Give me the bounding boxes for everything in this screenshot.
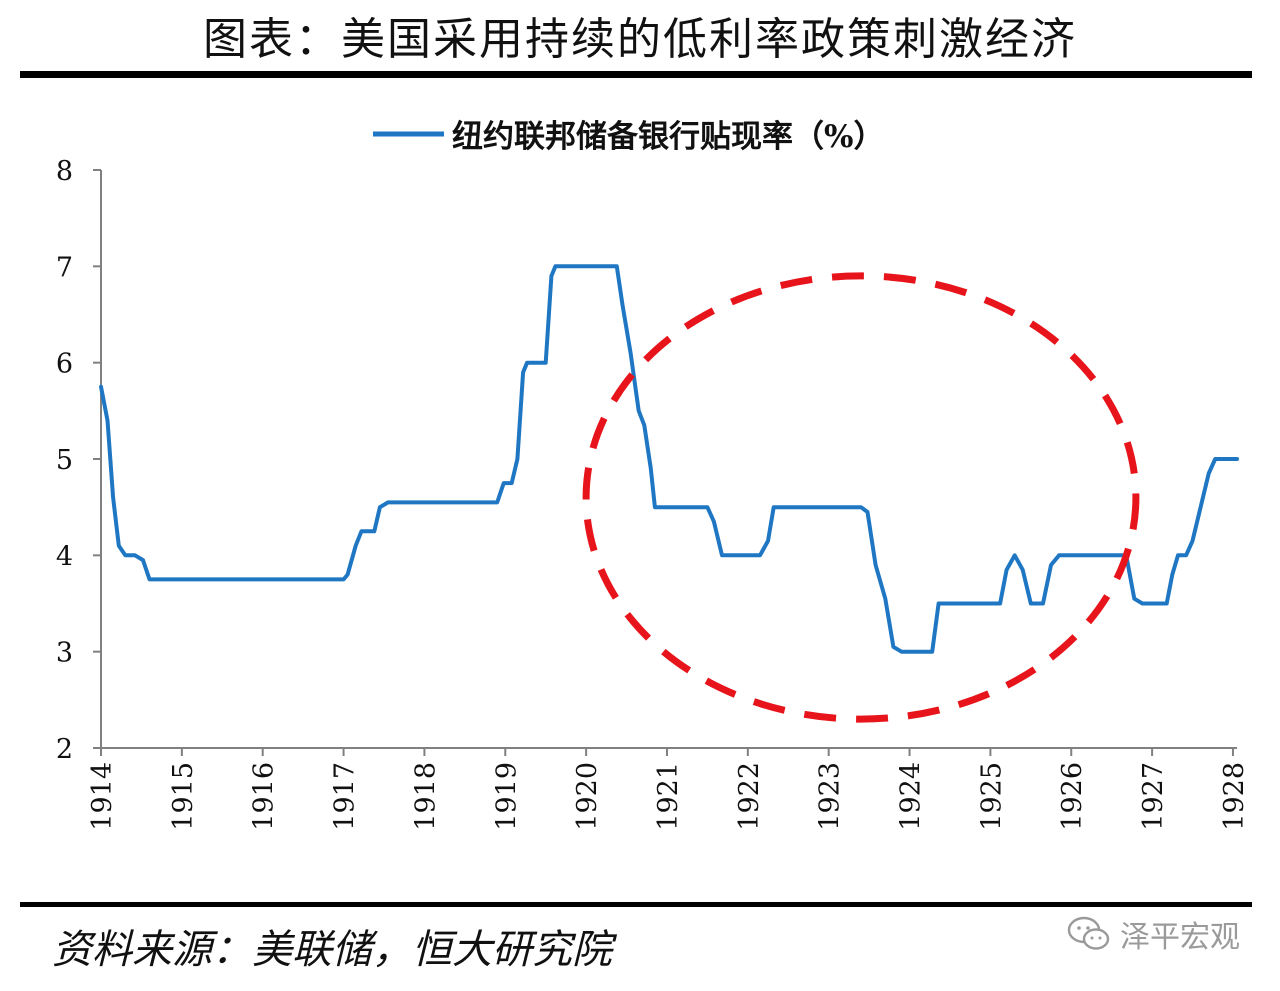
y-tick-label: 3 [56,638,73,669]
x-tick-label: 1925 [976,762,1007,831]
highlight-ellipse [582,272,1140,723]
top-rule [20,71,1252,78]
legend: 纽约联邦储备银行贴现率（%） [373,119,884,155]
watermark: 泽平宏观 [1066,912,1240,956]
x-tick-label: 1927 [1138,762,1169,831]
y-tick-label: 7 [56,252,73,283]
axes [93,169,1237,756]
x-tick-label: 1916 [249,762,280,831]
x-tick-label: 1926 [1057,762,1088,831]
x-tick-label: 1918 [410,762,441,831]
chart: 纽约联邦储备银行贴现率（%） 2 3 4 5 6 7 8 1914 1915 1916 1917 19… [56,119,1250,831]
watermark-label: 泽平宏观 [1120,920,1240,955]
x-tick-label: 1915 [168,762,199,831]
x-tick-label: 1928 [1219,762,1250,831]
tick-labels: 2 3 4 5 6 7 8 1914 1915 1916 1917 1918 1919 1920 1921 1… [56,156,1250,831]
annotation-layer [582,272,1140,723]
x-tick-label: 1920 [572,762,603,831]
y-tick-label: 5 [56,445,73,476]
y-tick-label: 6 [56,349,73,380]
y-tick-label: 2 [56,734,73,765]
legend-label: 纽约联邦储备银行贴现率（%） [452,119,884,155]
wechat-icon [1067,916,1110,950]
series-line [99,264,1239,654]
x-tick-label: 1923 [815,762,846,831]
series-layer [99,264,1239,654]
x-tick-label: 1922 [734,762,765,831]
x-tick-label: 1921 [653,762,684,831]
bottom-rule [20,902,1252,907]
x-tick-label: 1924 [896,762,927,831]
x-tick-label: 1917 [330,762,361,831]
source-note: 资料来源：美联储，恒大研究院 [52,927,612,973]
x-tick-label: 1914 [87,762,118,831]
x-tick-label: 1919 [491,762,522,831]
figure-title: 图表：美国采用持续的低利率政策刺激经济 [203,14,1077,65]
y-tick-label: 8 [56,156,73,187]
y-tick-label: 4 [56,541,73,572]
